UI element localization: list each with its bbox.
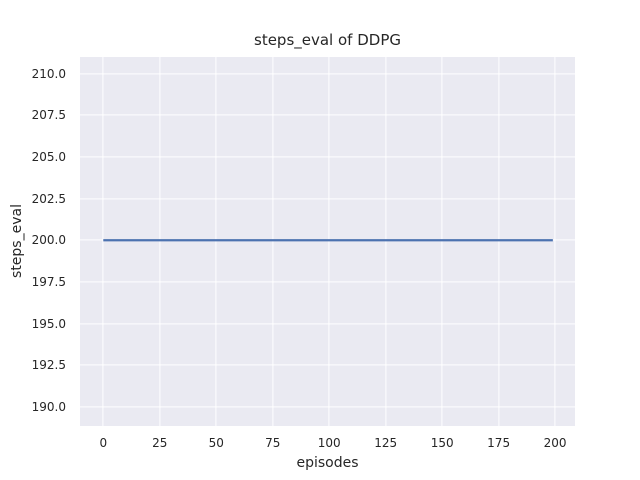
- x-tick-label: 50: [208, 436, 224, 450]
- gridline-vertical: [498, 57, 500, 426]
- x-tick-label: 200: [543, 436, 567, 450]
- y-tick-label: 200.0: [31, 233, 66, 248]
- chart-title: steps_eval of DDPG: [254, 31, 401, 49]
- x-tick-label: 0: [99, 436, 108, 450]
- gridline-vertical: [328, 57, 330, 426]
- x-tick-label: 75: [265, 436, 281, 450]
- gridline-horizontal: [80, 198, 575, 200]
- gridline-horizontal: [80, 364, 575, 366]
- gridline-vertical: [441, 57, 443, 426]
- gridline-vertical: [102, 57, 104, 426]
- gridline-horizontal: [80, 114, 575, 116]
- x-tick-label: 100: [317, 436, 341, 450]
- x-tick-labels: 0 25 50 75 100 125 150 175 200: [80, 426, 575, 452]
- gridline-horizontal: [80, 281, 575, 283]
- y-tick-label: 192.5: [31, 358, 66, 373]
- series-layer: [80, 57, 575, 426]
- y-tick-label: 210.0: [31, 66, 66, 81]
- gridline-vertical: [272, 57, 274, 426]
- y-tick-label: 205.0: [31, 149, 66, 164]
- gridline-vertical: [215, 57, 217, 426]
- x-tick-label: 150: [430, 436, 454, 450]
- plot-area: [80, 57, 575, 426]
- gridline-horizontal: [80, 322, 575, 325]
- x-tick-label: 175: [487, 436, 511, 450]
- y-tick-label: 190.0: [31, 399, 66, 414]
- gridline-vertical: [385, 57, 387, 426]
- gridline-horizontal: [80, 73, 575, 75]
- gridline-horizontal: [80, 156, 575, 158]
- x-tick-label: 25: [152, 436, 168, 450]
- x-axis-label: episodes: [296, 455, 359, 471]
- gridline-vertical: [159, 57, 161, 426]
- y-tick-label: 195.0: [31, 316, 66, 331]
- y-tick-label: 207.5: [31, 108, 66, 123]
- y-tick-labels: 190.0 192.5 195.0 197.5 200.0 202.5 205.0 207.5…: [0, 57, 66, 426]
- gridline-vertical: [554, 57, 556, 426]
- gridline-horizontal: [80, 406, 575, 408]
- y-tick-label: 197.5: [31, 274, 66, 289]
- y-tick-label: 202.5: [31, 191, 66, 206]
- x-tick-label: 125: [374, 436, 398, 450]
